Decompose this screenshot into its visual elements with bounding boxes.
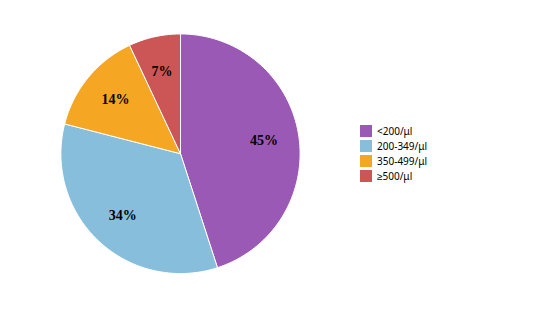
html-text:<200/μl: <200/μl [377,124,413,138]
html-text:200-349/μl: 200-349/μl [377,139,428,153]
svg-text:34%: 34% [109,208,137,223]
html-text:350-499/μl: 350-499/μl [377,154,428,168]
svg-text:7%: 7% [152,64,173,79]
svg-text:45%: 45% [250,133,278,148]
html-text:≥500/μl: ≥500/μl [377,169,413,183]
svg-text:14%: 14% [101,92,129,107]
